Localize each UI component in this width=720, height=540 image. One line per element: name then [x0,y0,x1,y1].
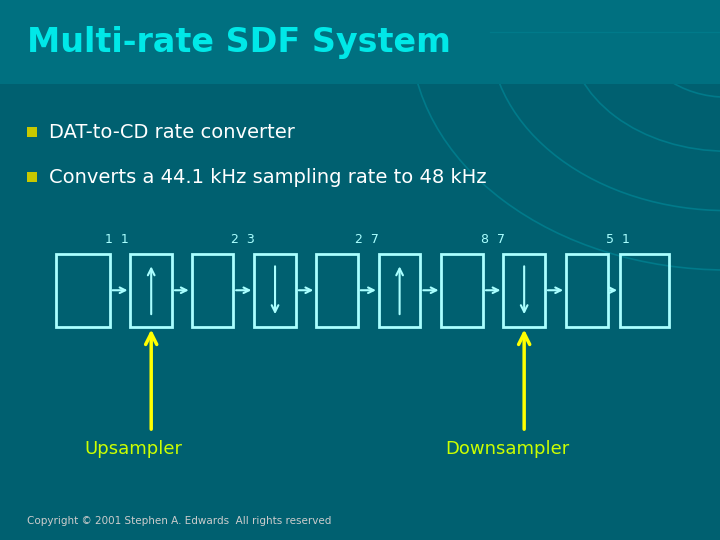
Bar [379,254,420,327]
Text: 2  7: 2 7 [355,233,379,246]
Bar [130,254,172,327]
Bar [0,0,720,84]
Bar [566,254,608,327]
Bar [503,254,545,327]
Text: Downsampler: Downsampler [446,440,570,458]
Text: 2  3: 2 3 [232,233,255,246]
Text: 1  1: 1 1 [105,233,128,246]
Text: Copyright © 2001 Stephen A. Edwards  All rights reserved: Copyright © 2001 Stephen A. Edwards All … [27,516,332,526]
Text: 8  7: 8 7 [481,233,505,246]
Text: Upsampler: Upsampler [84,440,182,458]
Bar [254,254,296,327]
Bar [192,254,233,327]
Text: Converts a 44.1 kHz sampling rate to 48 kHz: Converts a 44.1 kHz sampling rate to 48 … [49,167,487,187]
Bar [620,254,669,327]
Bar [441,254,483,327]
Text: 5  1: 5 1 [606,233,630,246]
Bar [27,172,37,182]
Bar [316,254,358,327]
Bar [56,254,110,327]
Text: Multi-rate SDF System: Multi-rate SDF System [27,25,451,59]
Bar [27,127,37,137]
Text: DAT-to-CD rate converter: DAT-to-CD rate converter [49,123,294,142]
